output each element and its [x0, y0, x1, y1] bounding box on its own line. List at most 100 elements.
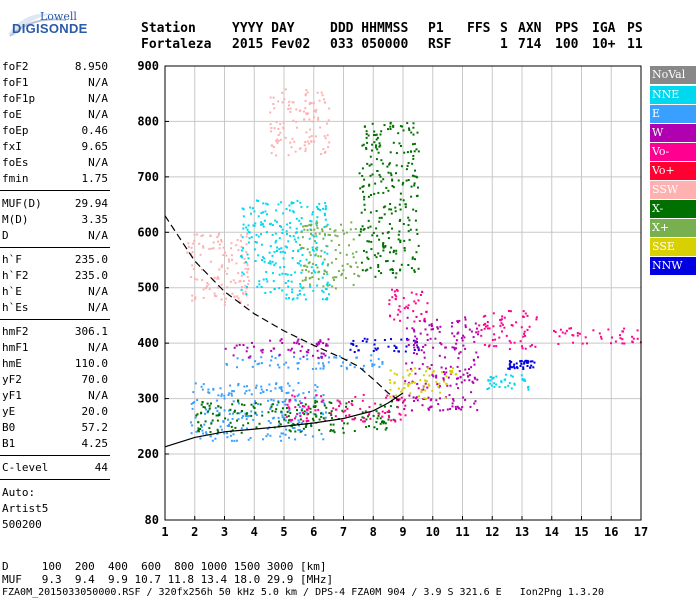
- trace-point: [243, 404, 246, 407]
- trace-point: [311, 211, 314, 214]
- trace-point: [310, 266, 313, 269]
- trace-point: [306, 91, 309, 94]
- trace-point: [287, 421, 290, 424]
- trace-point: [413, 381, 416, 384]
- trace-point: [310, 425, 313, 428]
- trace-point: [272, 103, 275, 105]
- trace-point: [510, 387, 513, 390]
- trace-point: [456, 332, 459, 335]
- trace-point: [313, 116, 316, 119]
- trace-point: [250, 236, 253, 239]
- param-value: 29.94: [74, 197, 108, 210]
- trace-point: [224, 301, 226, 304]
- trace-point: [277, 134, 280, 136]
- trace-point: [191, 407, 194, 410]
- trace-point: [299, 349, 302, 352]
- trace-point: [348, 414, 351, 417]
- trace-point: [284, 419, 287, 422]
- trace-point: [402, 376, 405, 379]
- trace-point: [412, 126, 415, 129]
- trace-point: [367, 258, 370, 260]
- trace-point: [324, 416, 327, 419]
- trace-point: [445, 382, 448, 385]
- trace-point: [287, 280, 290, 282]
- trace-point: [435, 380, 438, 383]
- trace-point: [272, 403, 275, 406]
- trace-point: [501, 323, 504, 326]
- trace-point: [246, 427, 248, 430]
- trace-point: [269, 111, 272, 114]
- trace-point: [598, 332, 601, 335]
- trace-point: [255, 384, 258, 387]
- trace-point: [362, 143, 365, 146]
- trace-point: [398, 230, 401, 233]
- trace-point: [559, 328, 562, 331]
- trace-point: [269, 421, 272, 424]
- trace-point: [500, 322, 503, 325]
- trace-point: [293, 341, 296, 344]
- trace-point: [400, 263, 403, 266]
- legend-item-x-minus: X-: [650, 200, 696, 218]
- trace-point: [236, 366, 238, 369]
- trace-point: [415, 148, 418, 151]
- trace-point: [290, 420, 292, 423]
- trace-point: [314, 401, 317, 404]
- trace-point: [399, 239, 402, 242]
- trace-point: [423, 351, 426, 354]
- param-value: 3.35: [81, 213, 109, 226]
- trace-point: [322, 417, 325, 420]
- trace-point: [375, 227, 378, 230]
- trace-point: [292, 389, 295, 392]
- trace-point: [458, 370, 461, 373]
- trace-point: [439, 325, 442, 328]
- trace-point: [217, 405, 220, 408]
- trace-point: [328, 234, 331, 236]
- trace-point: [351, 404, 354, 407]
- trace-point: [312, 404, 315, 407]
- trace-point: [374, 134, 377, 137]
- trace-point: [422, 374, 425, 377]
- trace-point: [278, 420, 280, 423]
- trace-point: [436, 327, 439, 330]
- trace-point: [259, 392, 262, 395]
- trace-point: [284, 398, 287, 401]
- param-row: h`F 235.0: [2, 253, 108, 267]
- trace-point: [271, 224, 274, 227]
- trace-point: [366, 162, 369, 165]
- param-value: 70.0: [81, 373, 109, 386]
- trace-point: [501, 315, 504, 318]
- param-row: fmin 1.75: [2, 172, 108, 186]
- trace-point: [296, 413, 299, 416]
- trace-point: [291, 288, 294, 291]
- trace-point: [376, 170, 379, 172]
- trace-point: [332, 407, 335, 410]
- trace-point: [325, 271, 328, 274]
- trace-point: [196, 278, 199, 281]
- trace-point: [369, 225, 372, 228]
- trace-point: [375, 256, 378, 259]
- trace-point: [498, 336, 501, 339]
- trace-point: [320, 91, 323, 94]
- trace-point: [381, 410, 384, 413]
- trace-point: [255, 199, 258, 202]
- trace-point: [310, 135, 313, 137]
- trace-point: [326, 284, 329, 287]
- trace-point: [244, 290, 247, 293]
- trace-point: [309, 220, 312, 222]
- trace-point: [364, 269, 367, 272]
- trace-point: [361, 167, 364, 170]
- trace-point: [382, 246, 385, 249]
- trace-point: [216, 276, 219, 279]
- trace-point: [325, 344, 327, 347]
- trace-point: [370, 240, 373, 243]
- trace-point: [233, 346, 236, 349]
- trace-point: [400, 338, 403, 341]
- trace-point: [326, 297, 329, 300]
- trace-point: [201, 429, 204, 432]
- trace-point: [375, 421, 378, 424]
- trace-point: [480, 334, 483, 337]
- trace-point: [326, 134, 329, 137]
- trace-point: [280, 247, 283, 250]
- trace-point: [323, 251, 326, 254]
- trace-point: [516, 367, 519, 370]
